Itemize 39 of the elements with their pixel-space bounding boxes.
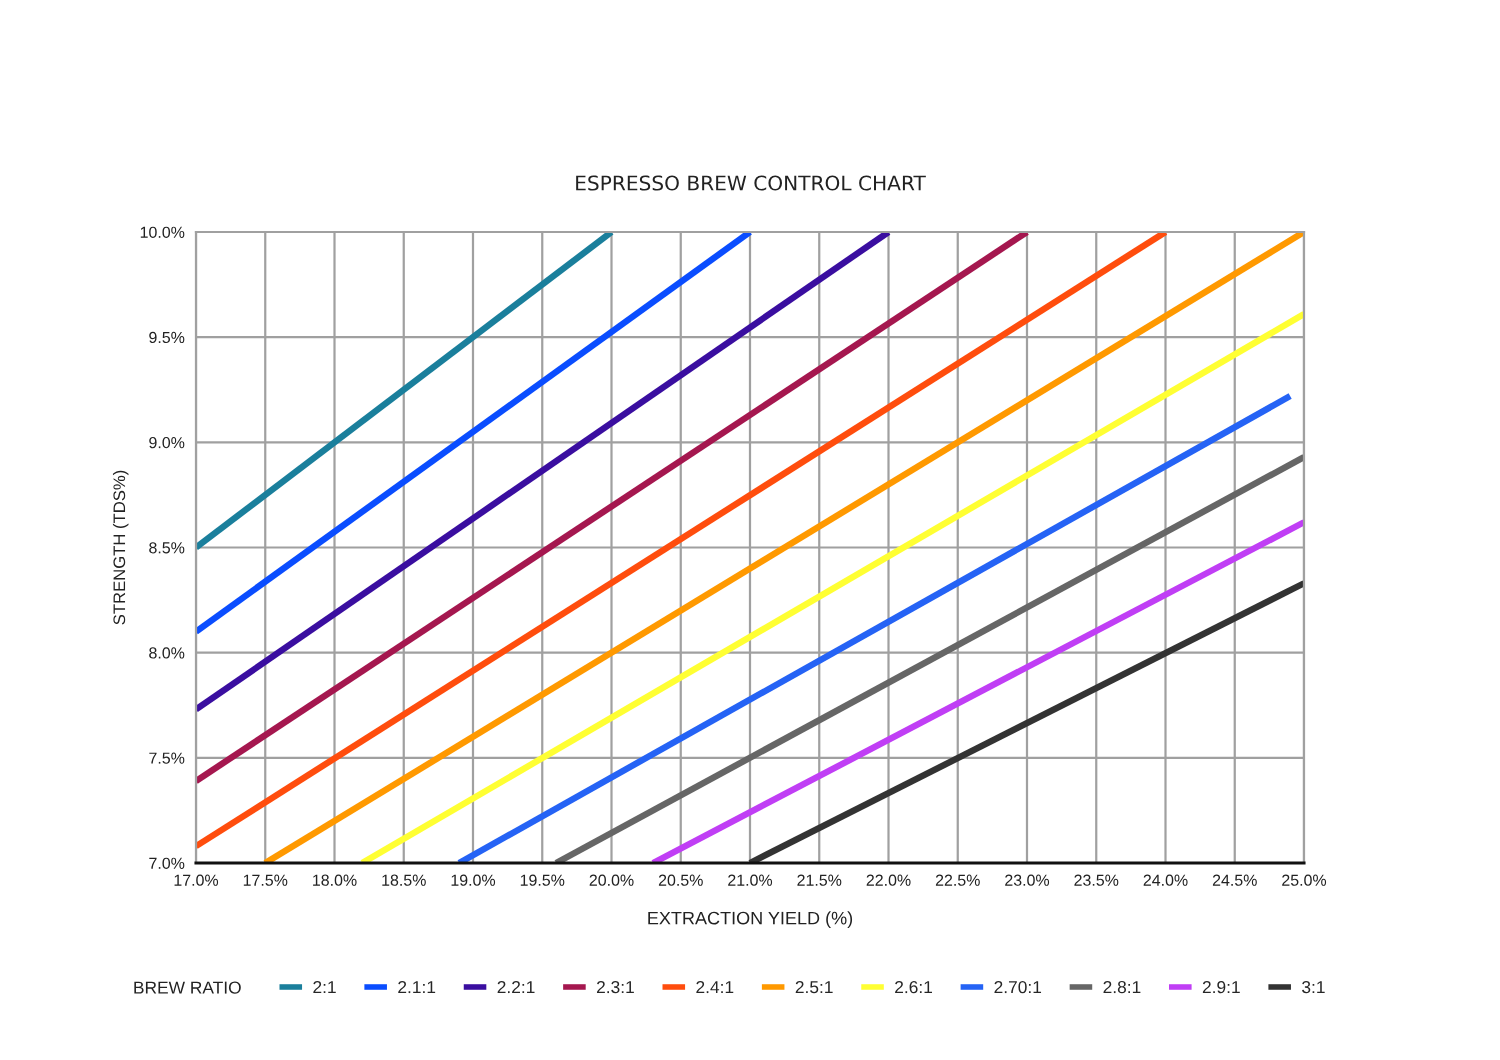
x-tick-label: 23.0%	[1005, 874, 1050, 886]
y-tick-label: 10.0%	[140, 226, 185, 238]
legend-label: 2.1:1	[398, 980, 436, 994]
x-tick-label: 20.5%	[658, 874, 703, 886]
x-tick-label: 17.5%	[243, 874, 288, 886]
x-tick-label: 21.0%	[728, 874, 773, 886]
x-tick-label: 19.0%	[451, 874, 496, 886]
x-tick-label: 22.0%	[866, 874, 911, 886]
legend-label: 3:1	[1302, 980, 1325, 994]
x-tick-label: 17.0%	[174, 874, 219, 886]
legend-label: 2.9:1	[1202, 980, 1240, 994]
chart-title: ESPRESSO BREW CONTROL CHART	[576, 175, 926, 191]
legend-label: 2.70:1	[994, 980, 1042, 994]
x-tick-label: 24.5%	[1212, 874, 1257, 886]
y-tick-label: 9.0%	[149, 436, 185, 449]
y-tick-label: 8.0%	[149, 647, 185, 659]
x-tick-label: 18.0%	[313, 874, 357, 886]
legend-label: 2.3:1	[596, 980, 634, 994]
x-tick-label: 25.0%	[1282, 874, 1327, 886]
y-axis-title: STRENGTH (TDS%)	[112, 470, 129, 625]
legend-label: 2:1	[313, 980, 336, 994]
x-tick-label: 19.5%	[520, 874, 565, 886]
legend-label: 2.6:1	[895, 980, 932, 994]
x-tick-label: 23.5%	[1074, 874, 1119, 886]
x-axis-title: EXTRACTION YIELD (%)	[648, 911, 853, 929]
x-tick-label: 21.5%	[797, 874, 842, 886]
y-tick-label: 9.5%	[149, 331, 185, 344]
x-tick-label: 22.5%	[935, 874, 980, 886]
y-tick-label: 7.5%	[149, 752, 185, 764]
y-tick-label: 7.0%	[149, 857, 185, 869]
legend-label: 2.2:1	[497, 980, 535, 994]
legend-title: BREW RATIO	[134, 981, 241, 994]
y-tick-label: 8.5%	[149, 542, 185, 554]
legend-label: 2.4:1	[696, 980, 734, 994]
legend-label: 2.5:1	[795, 980, 833, 994]
x-tick-label: 20.0%	[589, 874, 634, 886]
legend-label: 2.8:1	[1103, 980, 1141, 994]
x-tick-label: 24.0%	[1143, 874, 1188, 886]
x-tick-label: 18.5%	[382, 874, 426, 886]
